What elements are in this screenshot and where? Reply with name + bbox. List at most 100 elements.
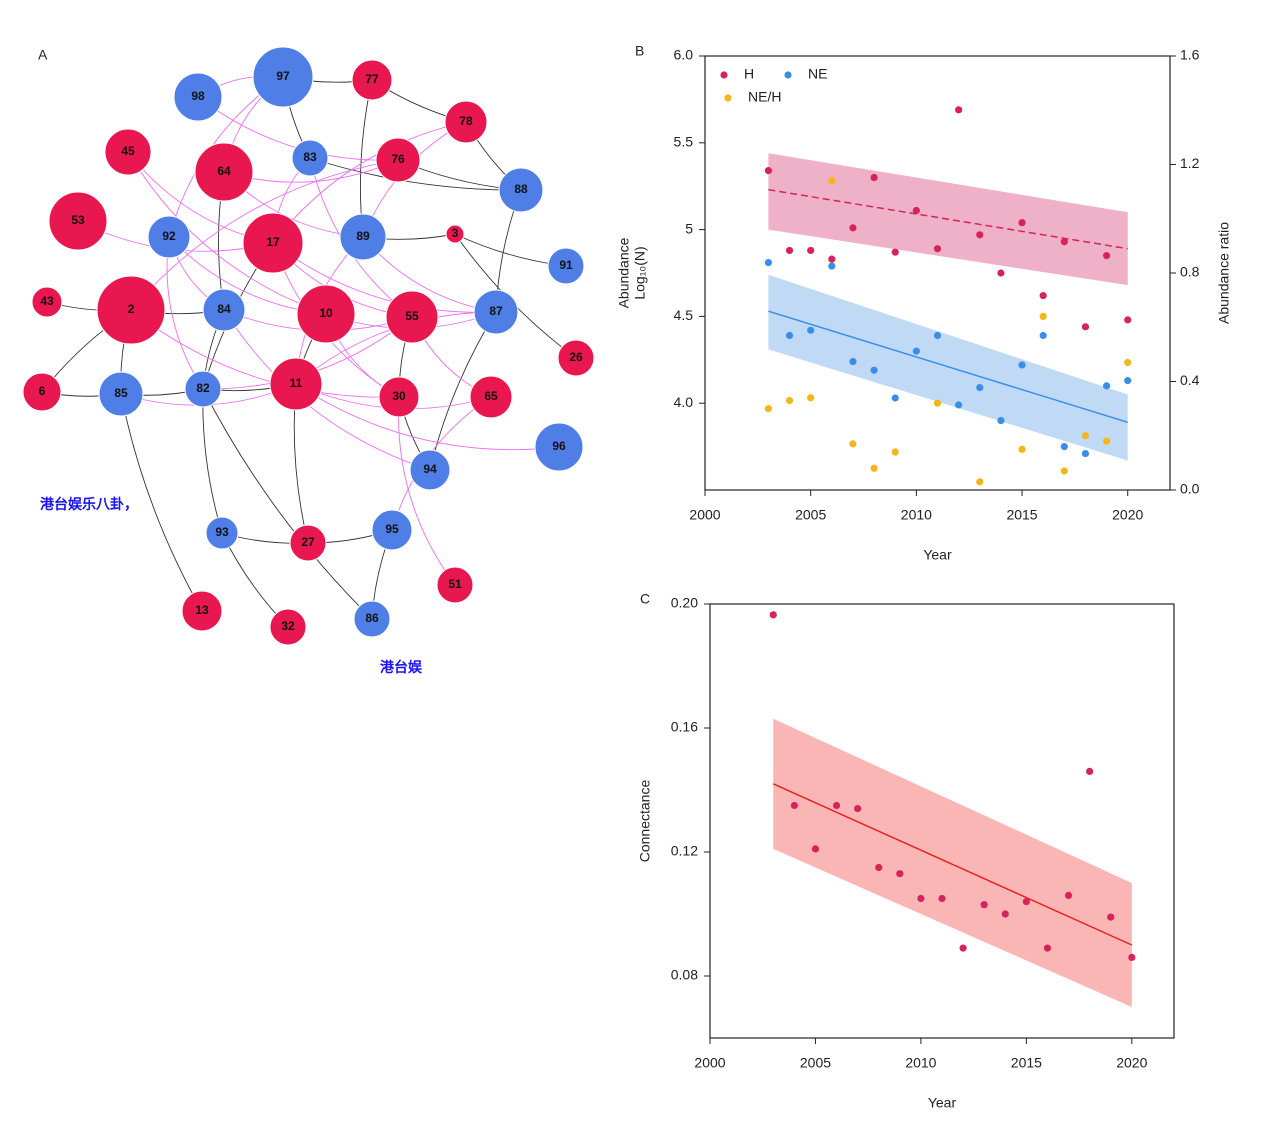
network-node	[48, 191, 108, 251]
y2-tick-label: 0.0	[1180, 481, 1200, 497]
data-point	[811, 845, 820, 853]
network-node	[269, 608, 307, 646]
network-edge	[130, 159, 399, 311]
plot-frame	[704, 55, 1171, 491]
node-label: 97	[276, 69, 290, 83]
node-label: 83	[303, 150, 317, 164]
data-point	[1039, 291, 1047, 300]
network-node	[445, 224, 465, 244]
network-node	[252, 46, 314, 108]
data-point	[1086, 767, 1094, 776]
y2-tick-label: 1.2	[1180, 155, 1200, 171]
data-point	[785, 331, 794, 340]
data-point	[1060, 238, 1068, 246]
data-point	[1124, 358, 1132, 367]
data-point	[849, 224, 857, 232]
node-label: 84	[217, 302, 231, 316]
data-point	[896, 870, 904, 878]
y2-axis-title: Abundance ratio	[1216, 222, 1232, 324]
network-node	[22, 372, 62, 412]
data-point	[849, 440, 857, 448]
data-point	[891, 248, 899, 256]
network-node	[378, 376, 420, 418]
network-node	[269, 357, 323, 411]
network-node	[289, 524, 327, 562]
network-node	[534, 422, 584, 472]
node-label: 30	[392, 389, 406, 403]
legend-label: H	[744, 66, 754, 82]
network-edge	[272, 242, 497, 313]
data-point	[1018, 219, 1026, 227]
node-label: 10	[319, 306, 333, 320]
data-point	[1022, 898, 1030, 906]
data-point	[1001, 910, 1009, 918]
data-point	[976, 231, 984, 239]
overlay-text: 港台娱	[380, 659, 423, 676]
node-label: 13	[195, 603, 209, 617]
legend-marker	[720, 71, 728, 79]
y-axis-title: Connectance	[637, 780, 653, 863]
data-point	[870, 366, 878, 374]
data-point	[976, 478, 984, 486]
x-axis-title: Year	[923, 547, 952, 563]
network-node	[98, 371, 144, 417]
fit-line	[772, 783, 1133, 946]
y-tick-label: 0.12	[671, 843, 698, 859]
y-axis-title: Abundance	[616, 237, 632, 308]
overlay-text: 港台娱乐八卦，	[40, 496, 138, 513]
network-edge	[127, 151, 327, 315]
data-point	[849, 357, 857, 366]
x-tick-label: 2000	[694, 1055, 725, 1071]
data-point	[1060, 443, 1068, 451]
data-point	[807, 246, 815, 255]
node-label: 64	[217, 164, 231, 178]
x-tick-label: 2005	[800, 1055, 831, 1071]
network-node	[296, 284, 356, 344]
y2-tick-label: 0.8	[1180, 264, 1200, 280]
y-axis-title: Log₁₀(N)	[632, 246, 648, 299]
network-node	[184, 370, 222, 408]
data-point	[1128, 953, 1136, 962]
y-tick-label: 5	[685, 220, 693, 236]
data-point	[807, 394, 815, 402]
network-node	[469, 375, 513, 419]
data-point	[997, 416, 1005, 425]
node-label: 51	[448, 577, 462, 591]
data-point	[1102, 437, 1111, 445]
network-node	[147, 215, 191, 259]
node-label: 6	[39, 384, 46, 398]
panel-label: B	[635, 43, 644, 59]
data-point	[933, 331, 942, 340]
node-label: 88	[514, 182, 528, 196]
network-edge	[197, 96, 399, 161]
network-node	[31, 286, 63, 318]
node-label: 87	[489, 304, 503, 318]
confidence-band	[773, 718, 1132, 1007]
data-point	[764, 405, 773, 413]
node-label: 86	[365, 611, 379, 625]
data-point	[1102, 382, 1111, 390]
y-tick-label: 4.0	[674, 394, 694, 410]
data-point	[785, 246, 794, 255]
data-point	[1081, 449, 1090, 458]
data-point	[891, 448, 899, 456]
network-node	[242, 212, 304, 274]
data-point	[769, 611, 777, 619]
x-tick-label: 2020	[1116, 1055, 1147, 1071]
data-point	[1018, 445, 1026, 453]
node-label: 53	[71, 213, 85, 227]
data-point	[917, 894, 925, 903]
network-node	[557, 339, 595, 377]
node-label: 43	[40, 294, 54, 308]
y-tick-label: 0.20	[671, 595, 698, 611]
data-point	[764, 258, 773, 267]
x-tick-label: 2010	[905, 1055, 936, 1071]
data-point	[933, 245, 942, 253]
network-node	[385, 290, 439, 344]
x-tick-label: 2020	[1112, 507, 1143, 523]
network-edge	[295, 383, 560, 451]
y2-tick-label: 1.6	[1180, 47, 1200, 63]
node-label: 32	[281, 619, 295, 633]
network-node	[205, 516, 239, 550]
